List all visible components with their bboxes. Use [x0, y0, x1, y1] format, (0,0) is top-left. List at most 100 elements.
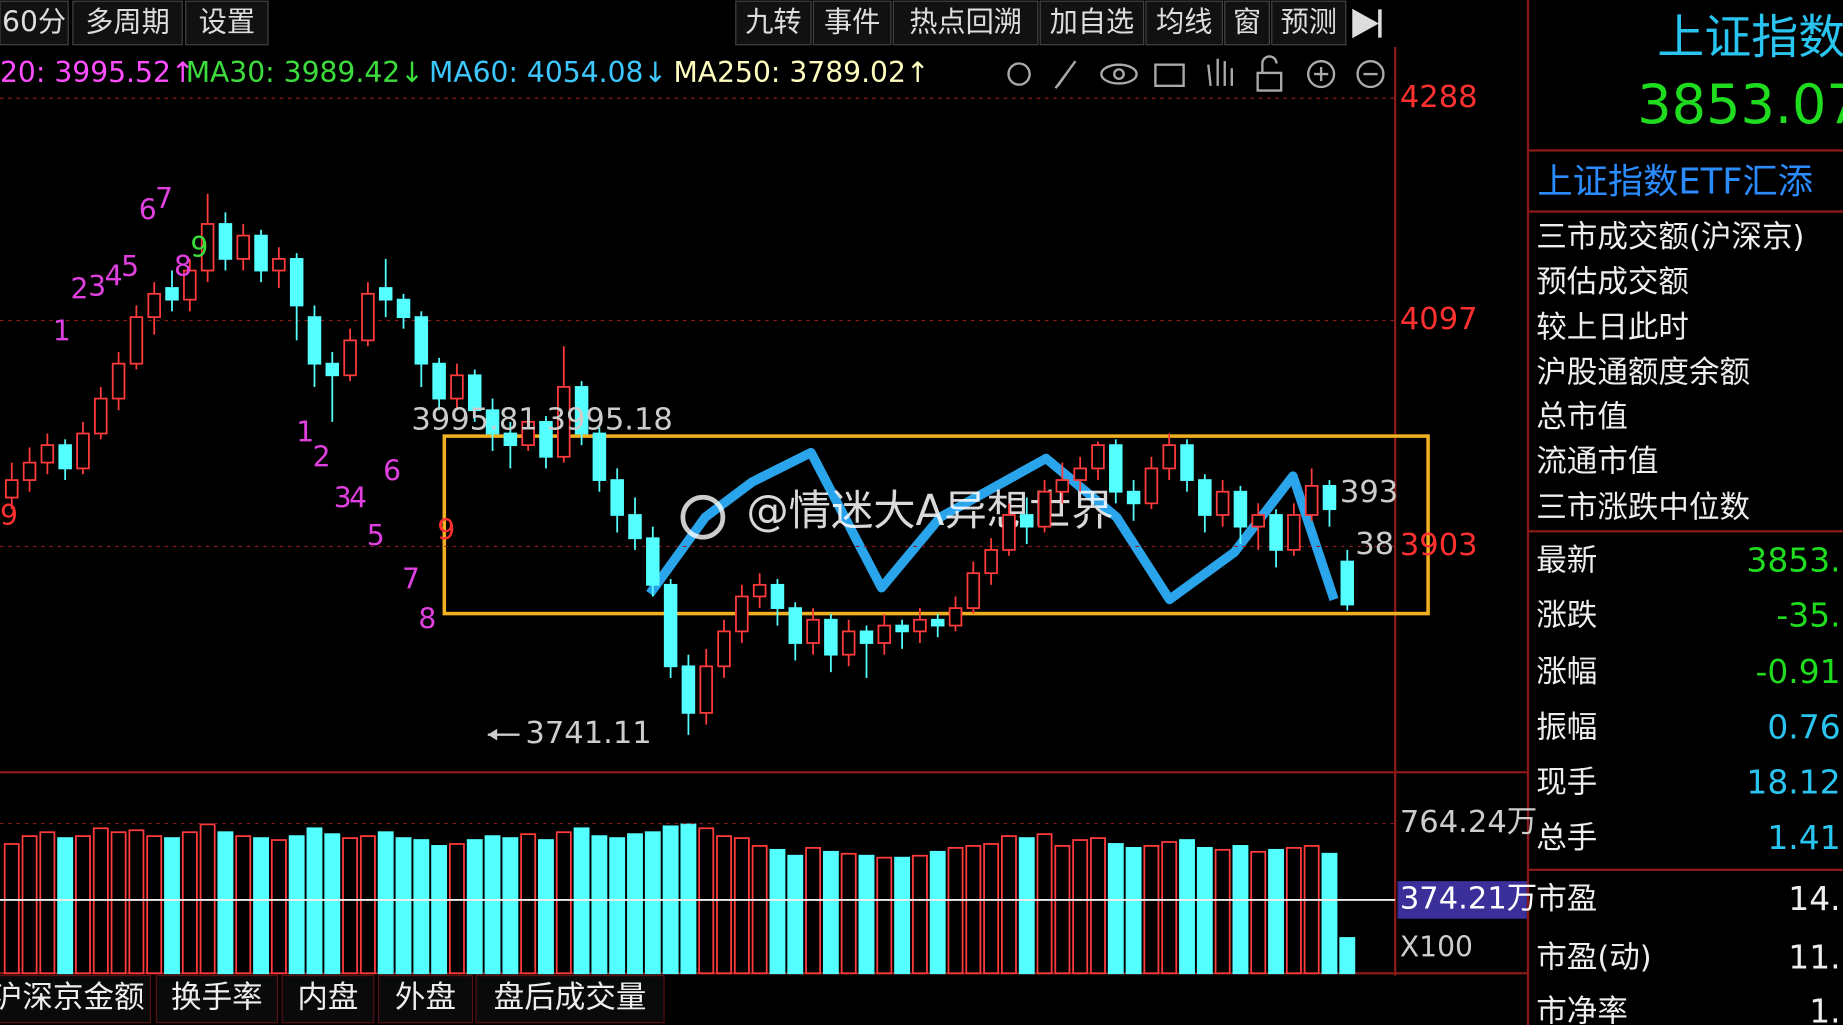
candle-body — [1019, 514, 1034, 528]
volume-bar — [769, 848, 786, 975]
range-box — [442, 434, 1430, 616]
volume-bar — [538, 839, 554, 975]
candle-body — [254, 234, 268, 272]
candle-body — [681, 665, 696, 714]
volume-bar — [858, 854, 875, 975]
info-row: 三市涨跌中位数 — [1536, 490, 1750, 525]
candle-body — [1055, 479, 1070, 493]
toolbar-button[interactable]: 窗 — [1233, 6, 1261, 39]
candle-body — [343, 339, 357, 377]
toolbar-button-frame[interactable] — [812, 0, 892, 46]
ma-legend: 20: 3995.52↑ — [0, 56, 195, 89]
volume-bar — [627, 833, 643, 975]
td-count: 4 — [349, 482, 367, 515]
toolbar-button-frame[interactable] — [1271, 0, 1347, 46]
toolbar-button[interactable]: 多周期 — [85, 6, 170, 39]
candle-body — [40, 444, 55, 464]
info-row: 预估成交额 — [1536, 265, 1689, 300]
volume-bar — [1179, 839, 1195, 975]
candle-body — [200, 223, 215, 272]
volume-bar — [822, 850, 839, 975]
tab-frame[interactable] — [475, 975, 665, 1024]
volume-bar — [520, 833, 537, 975]
candle-body — [1091, 444, 1105, 470]
toolbar-button-frame[interactable] — [72, 0, 183, 46]
volume-bar — [413, 839, 430, 975]
candle-body — [432, 362, 446, 400]
toolbar-button-frame[interactable] — [1224, 0, 1271, 46]
bottom-tab[interactable]: 换手率 — [171, 981, 263, 1016]
toolbar-button-frame[interactable] — [185, 0, 269, 46]
toolbar-button[interactable]: 事件 — [824, 6, 880, 39]
volume-bar — [1339, 937, 1356, 975]
candle-body — [788, 607, 803, 644]
candle-body — [717, 630, 731, 668]
toolbar-button-frame[interactable] — [0, 0, 69, 46]
volume-bar — [555, 831, 572, 975]
candle-body — [396, 298, 411, 318]
volume-bar — [680, 823, 697, 975]
stat-value: 11. — [1788, 938, 1840, 977]
candle-body — [628, 514, 642, 540]
info-row: 流通市值 — [1536, 445, 1658, 480]
volume-bar — [199, 823, 216, 975]
tab-frame[interactable] — [0, 975, 152, 1024]
candle-body — [325, 362, 340, 377]
toolbar-button[interactable]: 预测 — [1281, 6, 1337, 39]
volume-bar — [1285, 846, 1302, 975]
bottom-tab[interactable]: 沪深京金额 — [0, 981, 145, 1016]
volume-bar — [1143, 845, 1160, 975]
stat-label: 最新 — [1536, 543, 1597, 578]
bottom-tab[interactable]: 盘后成交量 — [494, 981, 647, 1016]
candle-body — [895, 624, 909, 633]
volume-bar — [840, 852, 857, 975]
toolbar-button-frame[interactable] — [892, 0, 1039, 46]
candle-body — [1180, 444, 1194, 481]
collapse-icon[interactable] — [1352, 8, 1382, 39]
toolbar-button-frame[interactable] — [1145, 0, 1223, 46]
stat-value: 18.12 — [1746, 763, 1840, 802]
quote-etf[interactable]: 上证指数ETF汇添 — [1537, 161, 1813, 202]
toolbar-button[interactable]: 热点回溯 — [909, 6, 1022, 39]
volume-bar — [947, 846, 964, 975]
candle-body — [1215, 490, 1230, 516]
volume-bar — [466, 839, 483, 975]
candle-body — [752, 583, 767, 598]
tool-icons[interactable] — [1007, 55, 1385, 92]
y-tick-label: 3903 — [1400, 528, 1478, 563]
toolbar-button[interactable]: 60分 — [2, 6, 66, 39]
stat-value: -0.91 — [1755, 652, 1840, 691]
candle-body — [913, 618, 927, 633]
candle-body — [877, 624, 892, 644]
td-count: 4 — [105, 259, 123, 292]
candle-body — [111, 362, 126, 400]
volume-bar — [1268, 848, 1284, 975]
candle-body — [1340, 560, 1355, 606]
stat-label: 市盈 — [1536, 882, 1597, 917]
toolbar-button[interactable]: 设置 — [199, 6, 255, 39]
volume-bar — [217, 831, 234, 975]
price-annotation: 393 — [1340, 475, 1398, 510]
toolbar-button[interactable]: 九转 — [745, 6, 801, 39]
tab-frame[interactable] — [155, 975, 278, 1024]
tab-frame[interactable] — [377, 975, 474, 1024]
candle-body — [1073, 467, 1087, 481]
toolbar-button[interactable]: 加自选 — [1050, 6, 1135, 39]
volume-bar — [929, 850, 946, 975]
volume-bar — [75, 835, 91, 975]
toolbar-button[interactable]: 均线 — [1156, 6, 1212, 39]
candle-body — [1322, 485, 1337, 511]
toolbar-button-frame[interactable] — [1039, 0, 1145, 46]
candle-body — [236, 234, 251, 260]
tab-frame[interactable] — [281, 975, 375, 1024]
stat-value: -35. — [1776, 596, 1840, 635]
toolbar-button-frame[interactable] — [735, 0, 812, 46]
bottom-tab[interactable]: 外盘 — [395, 981, 456, 1016]
bottom-tab[interactable]: 内盘 — [297, 981, 358, 1016]
watermark: @情迷大A异想世界 — [746, 486, 1113, 535]
volume-bar — [1001, 835, 1017, 975]
candle-body — [1037, 490, 1052, 528]
td-count: 8 — [418, 603, 436, 636]
td-count: 1 — [53, 315, 71, 348]
